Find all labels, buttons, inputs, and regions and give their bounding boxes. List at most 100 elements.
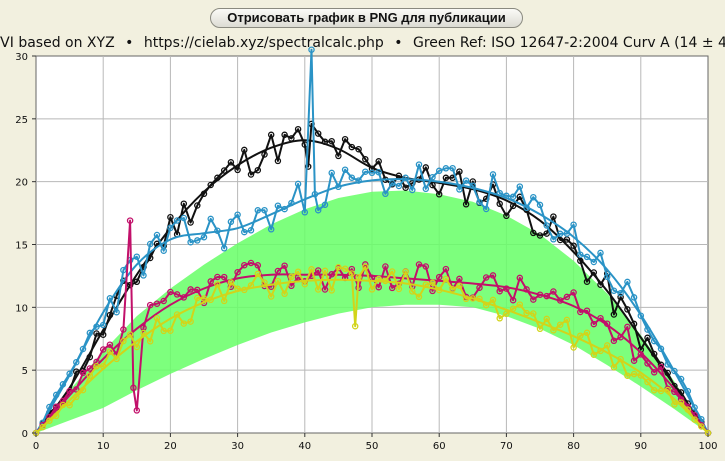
series-point xyxy=(308,266,315,273)
series-point xyxy=(247,259,255,267)
series-point xyxy=(167,224,174,232)
series-point xyxy=(113,308,120,316)
series-point xyxy=(577,251,584,258)
series-point xyxy=(106,341,114,348)
series-point xyxy=(261,151,268,158)
series-point xyxy=(86,372,94,379)
series-point xyxy=(442,174,450,182)
series-raw-line xyxy=(35,219,709,434)
series-point xyxy=(362,263,369,271)
series-point xyxy=(274,157,282,165)
series-point xyxy=(583,278,591,285)
series-point xyxy=(556,230,564,238)
x-tick-label: 40 xyxy=(298,441,311,452)
series-point xyxy=(382,263,389,270)
series-group xyxy=(32,46,712,437)
series-point xyxy=(321,267,329,275)
series-point xyxy=(449,164,456,172)
series-point xyxy=(207,278,214,285)
series-point xyxy=(536,325,544,333)
x-tick-label: 10 xyxy=(97,441,110,452)
axis-ticks: 0 10 20 30 40 50 60 70 80 90 100 0 5 10 15 20 25 30 xyxy=(15,52,717,452)
series-point xyxy=(422,164,430,171)
series-point xyxy=(341,135,349,143)
series-point xyxy=(657,363,665,371)
series-point xyxy=(550,213,557,220)
subtitle-separator: • xyxy=(394,35,402,51)
series-point xyxy=(617,289,624,297)
series-point xyxy=(153,231,161,239)
series-point xyxy=(200,233,208,241)
series-point xyxy=(133,343,141,351)
series-point xyxy=(530,310,537,317)
series-point xyxy=(267,131,275,139)
series-point xyxy=(321,286,329,293)
series-point xyxy=(530,296,537,303)
series-point xyxy=(254,262,262,269)
series-point xyxy=(516,274,524,282)
series-point xyxy=(86,365,94,372)
series-fit-curve xyxy=(35,139,709,434)
subtitle-url: https://cielab.xyz/spectralcalc.php xyxy=(144,35,384,51)
series-point xyxy=(624,306,631,313)
series-point xyxy=(79,369,87,377)
series-point xyxy=(402,268,409,275)
series-point xyxy=(146,240,154,248)
series-point xyxy=(133,253,141,260)
subtitle-separator: • xyxy=(125,35,133,51)
series-point xyxy=(422,185,430,193)
series-point xyxy=(624,278,631,286)
series-point xyxy=(456,186,463,193)
series-point xyxy=(610,311,618,318)
series-2 xyxy=(32,217,712,437)
series-point xyxy=(698,423,705,430)
series-point xyxy=(563,316,571,324)
series-point xyxy=(570,289,577,296)
series-fit-curve xyxy=(35,178,709,434)
series-point xyxy=(496,200,503,208)
series-point xyxy=(281,131,288,139)
series-point xyxy=(375,283,382,291)
series-point xyxy=(536,232,544,239)
series-point xyxy=(362,168,369,175)
series-point xyxy=(153,300,161,307)
series-point xyxy=(435,167,443,175)
series-point xyxy=(489,171,497,178)
series-point xyxy=(597,249,604,257)
series-point xyxy=(241,146,248,154)
series-point xyxy=(207,215,214,223)
series-point xyxy=(603,342,611,349)
series-1 xyxy=(32,46,712,437)
series-point xyxy=(234,166,241,174)
subtitle-label: TVI based on XYZ xyxy=(0,35,115,51)
series-0 xyxy=(32,120,712,437)
series-point xyxy=(442,275,450,283)
series-point xyxy=(415,293,423,301)
series-point xyxy=(543,230,550,237)
series-point xyxy=(133,407,141,414)
x-tick-label: 80 xyxy=(567,441,580,452)
series-point xyxy=(214,273,221,281)
series-point xyxy=(227,279,235,286)
series-point xyxy=(395,182,403,190)
series-point xyxy=(227,218,235,226)
series-point xyxy=(550,236,557,243)
y-tick-label: 30 xyxy=(15,52,28,63)
series-point xyxy=(133,278,141,286)
series-point xyxy=(583,329,591,337)
series-point xyxy=(314,267,322,274)
series-fit-curve xyxy=(35,278,709,434)
series-point xyxy=(130,384,137,392)
series-point xyxy=(617,293,624,301)
series-point xyxy=(630,294,638,301)
export-png-button[interactable]: Отрисовать график в PNG для публикации xyxy=(210,8,523,28)
series-point xyxy=(415,261,423,268)
series-point xyxy=(650,369,658,376)
series-point xyxy=(550,288,557,295)
series-point xyxy=(267,293,275,300)
series-point xyxy=(382,190,389,198)
series-point xyxy=(429,173,436,181)
series-point xyxy=(462,201,470,208)
series-point xyxy=(556,321,564,328)
series-point xyxy=(241,228,248,236)
